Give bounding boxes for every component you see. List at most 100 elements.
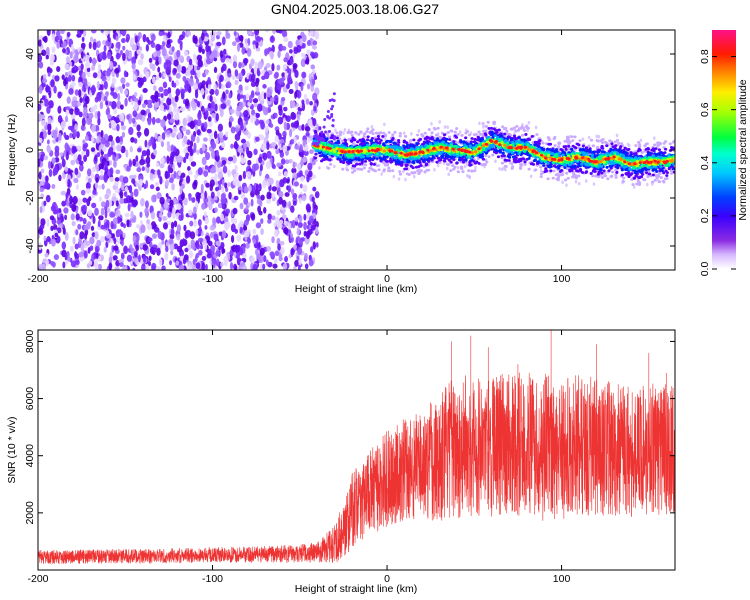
noise-point	[239, 226, 243, 234]
noise-point	[277, 243, 281, 251]
noise-point	[288, 253, 292, 259]
ridge-point	[321, 158, 325, 162]
ridge-point	[539, 165, 543, 169]
ridge-point	[467, 169, 471, 173]
noise-point	[252, 98, 259, 104]
ridge-point	[411, 171, 416, 175]
noise-point	[53, 85, 57, 94]
noise-point	[176, 49, 181, 58]
noise-point	[164, 252, 169, 261]
noise-point	[136, 147, 142, 153]
noise-point	[132, 267, 136, 270]
ridge-point	[341, 167, 345, 171]
noise-point	[273, 258, 278, 264]
noise-point	[43, 155, 49, 161]
noise-point	[186, 30, 192, 37]
noise-point	[157, 230, 163, 240]
ridge-point	[494, 148, 498, 151]
noise-point	[160, 118, 166, 128]
ridge-point	[442, 133, 447, 137]
ridge-point	[485, 160, 489, 164]
noise-point	[240, 191, 245, 200]
faint-point	[597, 134, 601, 139]
noise-point	[243, 110, 249, 118]
ridge-point	[591, 174, 595, 178]
noise-point	[116, 144, 122, 152]
noise-point	[301, 102, 306, 112]
ridge-point	[326, 135, 330, 138]
noise-point	[45, 46, 50, 56]
noise-point	[195, 191, 201, 199]
ridge-point	[430, 137, 434, 141]
noise-point	[109, 160, 113, 166]
noise-point	[304, 252, 308, 260]
noise-point	[140, 243, 143, 249]
noise-point	[112, 217, 118, 225]
noise-point	[66, 31, 71, 37]
noise-point	[260, 228, 264, 235]
noise-point	[54, 35, 59, 43]
noise-point	[145, 71, 150, 79]
noise-point	[255, 183, 259, 190]
ridge-point	[447, 138, 452, 141]
noise-point	[264, 71, 270, 80]
noise-point	[85, 182, 91, 190]
ridge-point	[603, 174, 607, 177]
noise-point	[133, 258, 139, 263]
ridge-point	[526, 137, 531, 141]
noise-point	[290, 188, 295, 195]
ridge-point	[318, 151, 322, 155]
noise-point	[214, 88, 219, 96]
ridge-point	[460, 133, 464, 137]
noise-point	[170, 228, 175, 236]
noise-point	[217, 171, 224, 180]
noise-point	[88, 196, 92, 202]
noise-point	[227, 169, 232, 178]
noise-point	[193, 219, 197, 228]
noise-point	[172, 106, 177, 114]
noise-point	[254, 188, 260, 196]
noise-point	[228, 58, 233, 64]
noise-point	[53, 166, 59, 176]
noise-point	[120, 30, 127, 35]
ridge-point	[548, 142, 553, 146]
ridge-point	[669, 172, 674, 175]
noise-point	[210, 191, 215, 199]
noise-point	[170, 144, 174, 153]
noise-point	[214, 207, 218, 213]
ridge-point	[478, 133, 483, 136]
noise-point	[158, 31, 164, 37]
noise-point	[107, 114, 112, 120]
noise-point	[219, 137, 224, 143]
noise-point	[106, 68, 111, 77]
noise-point	[83, 106, 88, 116]
noise-point	[250, 213, 256, 221]
noise-point	[197, 237, 204, 243]
noise-point	[299, 170, 303, 179]
ridge-point	[398, 170, 402, 174]
noise-point	[221, 179, 225, 187]
ridge-point	[600, 176, 605, 179]
noise-point	[136, 124, 141, 132]
noise-point	[148, 139, 152, 147]
ridge-point	[388, 159, 392, 163]
ridge-point	[621, 180, 625, 183]
ridge-point	[594, 174, 598, 178]
noise-point	[94, 181, 99, 189]
noise-point	[246, 48, 252, 57]
noise-point	[73, 64, 77, 71]
noise-point	[276, 162, 282, 168]
noise-point	[125, 82, 130, 87]
noise-point	[64, 63, 70, 71]
noise-point	[38, 54, 43, 63]
noise-point	[147, 99, 153, 105]
noise-point	[137, 99, 142, 106]
noise-point	[48, 168, 53, 178]
noise-point	[81, 117, 86, 127]
noise-point	[224, 77, 229, 83]
noise-point	[221, 63, 227, 72]
ridge-point	[467, 133, 472, 137]
noise-point	[220, 103, 227, 110]
noise-point	[38, 85, 43, 94]
